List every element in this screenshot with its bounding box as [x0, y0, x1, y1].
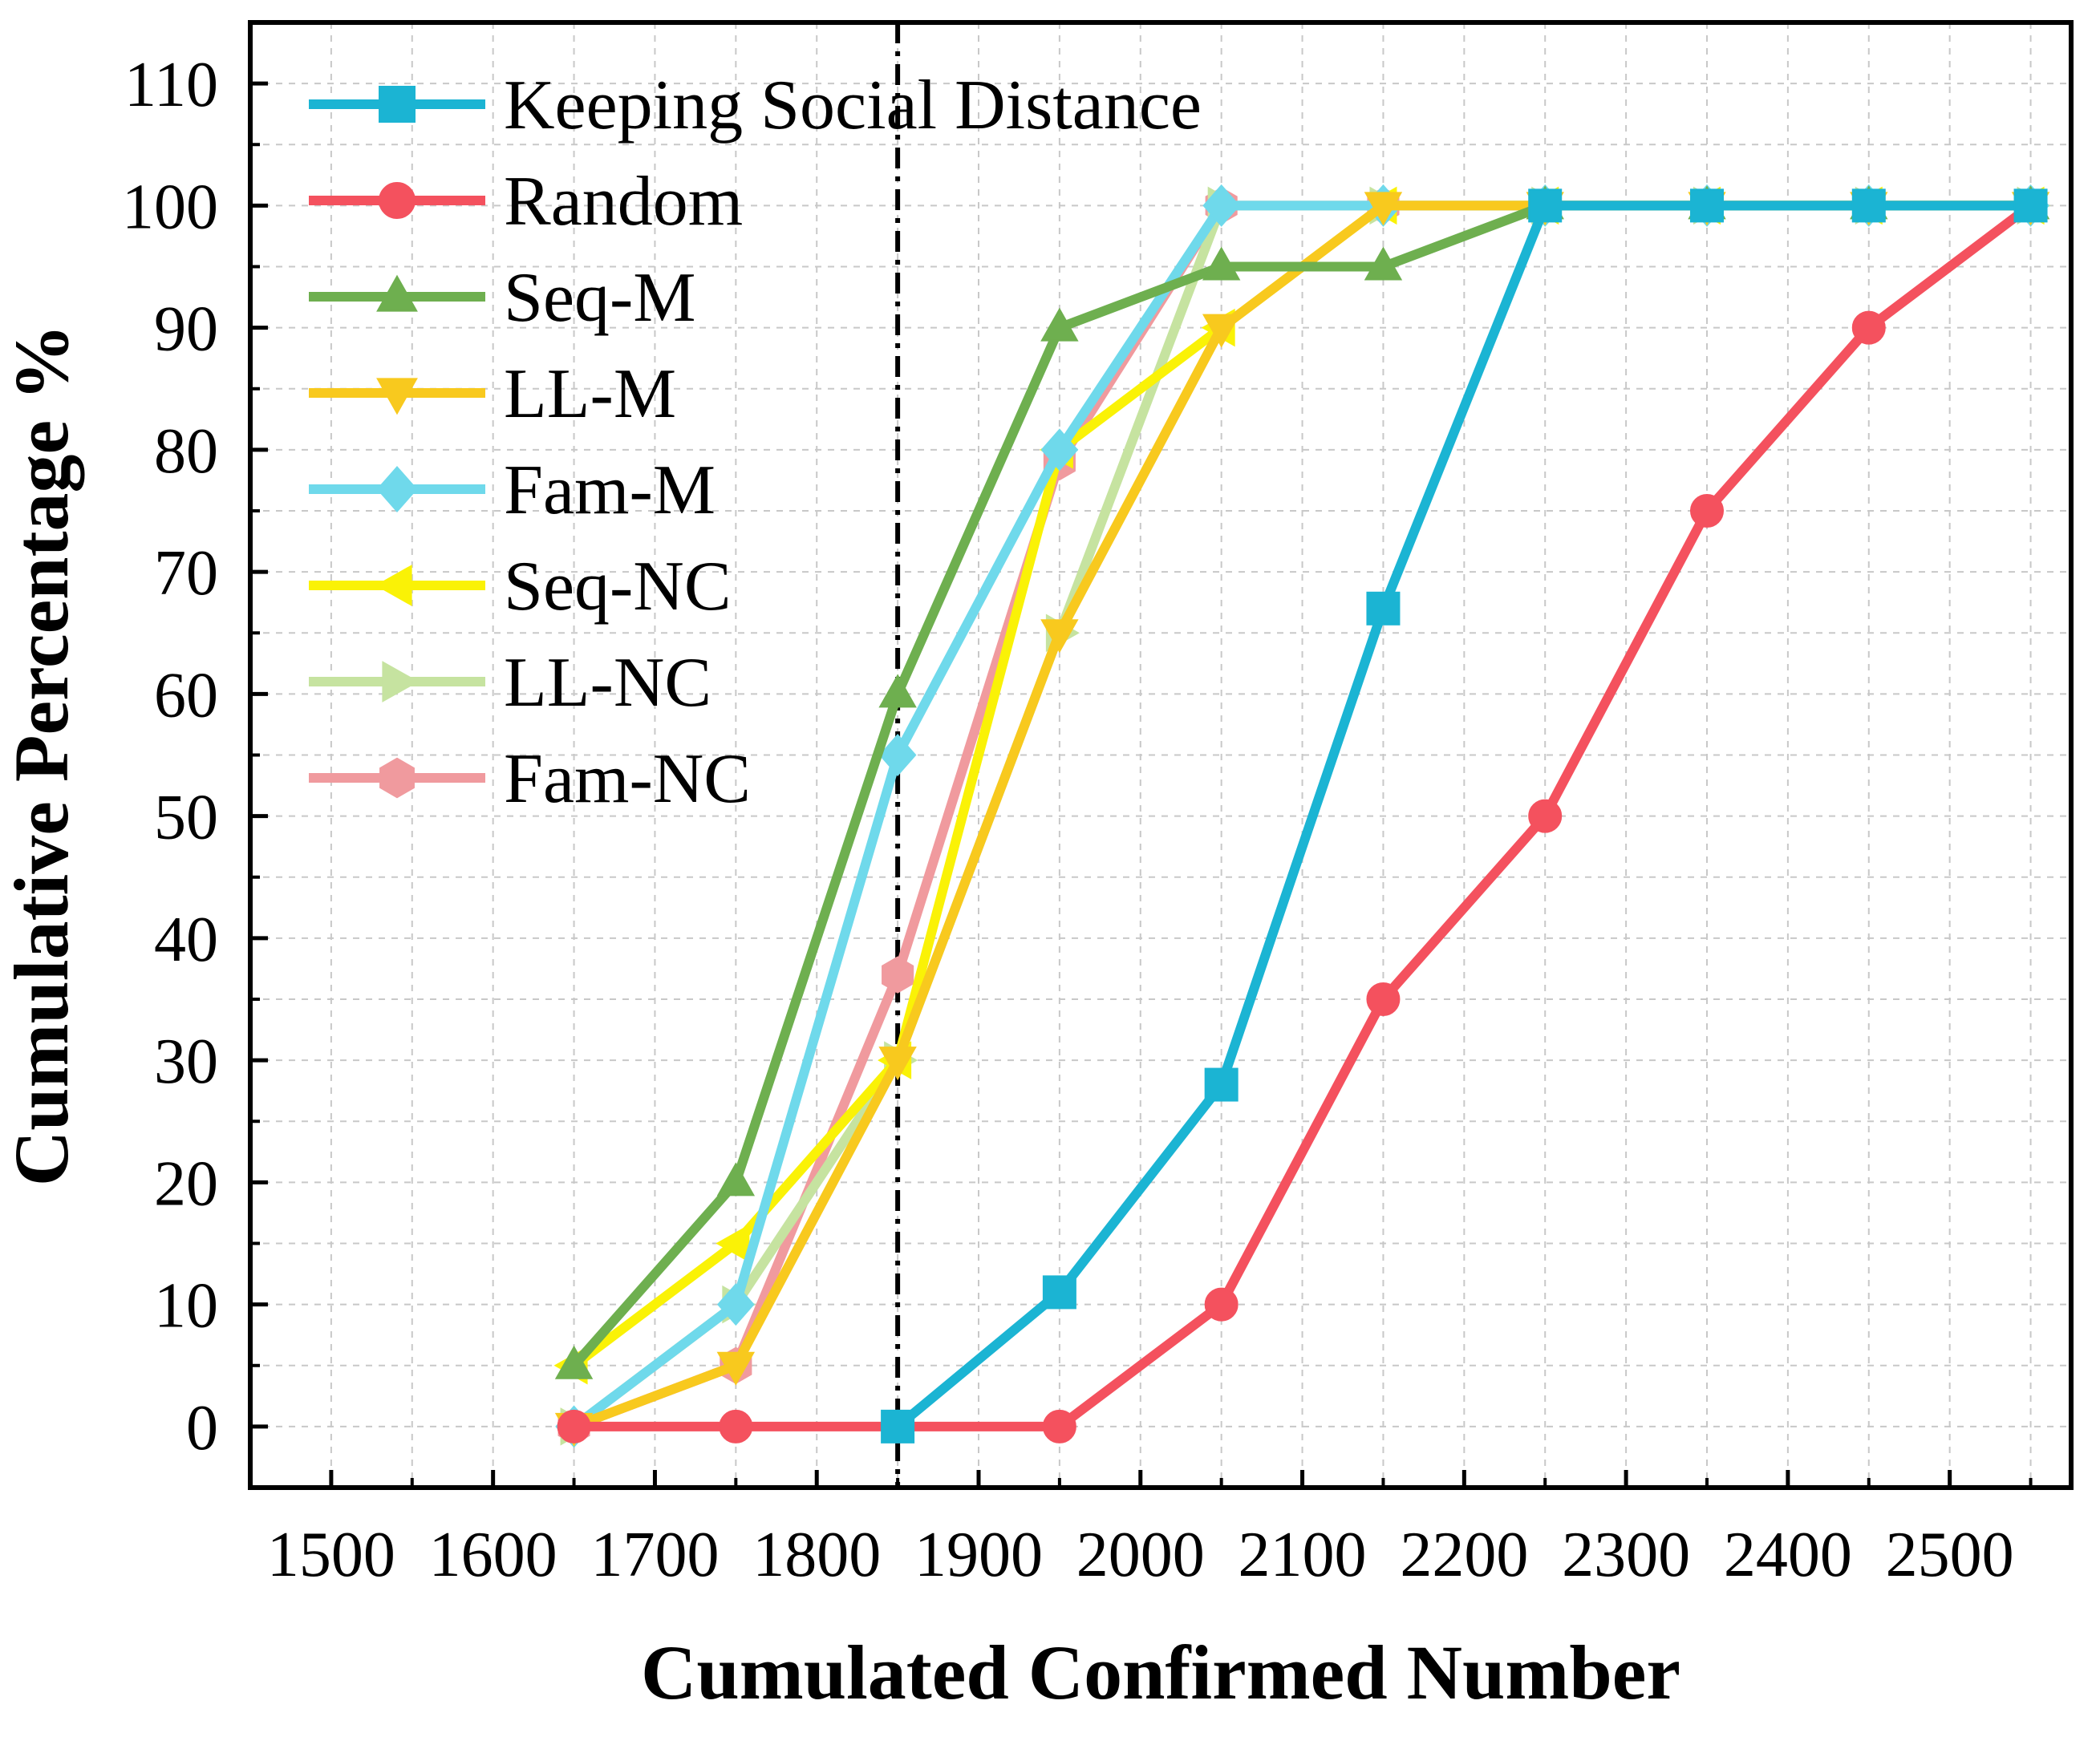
- x-tick-label: 1900: [914, 1520, 1043, 1590]
- legend-marker: [376, 465, 418, 513]
- legend-item: Random: [309, 163, 743, 241]
- data-point: [1528, 188, 1563, 223]
- data-point: [716, 1224, 750, 1263]
- data-point: [878, 674, 917, 708]
- y-tick-label: 20: [154, 1148, 218, 1219]
- data-point: [2013, 188, 2048, 223]
- x-tick-label: 1600: [429, 1520, 557, 1590]
- data-point: [554, 1345, 594, 1379]
- data-point: [1202, 184, 1240, 227]
- x-tick-label: 2500: [1886, 1520, 2014, 1590]
- y-tick-label: 30: [154, 1026, 218, 1097]
- data-point: [1042, 1275, 1076, 1310]
- y-tick-label: 90: [154, 294, 218, 365]
- data-point: [881, 1409, 915, 1443]
- data-point: [716, 1351, 756, 1386]
- data-point: [1690, 188, 1724, 223]
- legend-item: Fam-NC: [309, 740, 751, 818]
- x-tick-label: 1700: [590, 1520, 719, 1590]
- series-layer: [553, 184, 2051, 1448]
- y-tick-label: 80: [154, 416, 218, 487]
- data-point: [1204, 1067, 1239, 1102]
- data-point: [1202, 314, 1241, 348]
- legend-item: Seq-NC: [309, 548, 732, 626]
- data-point: [1040, 307, 1079, 342]
- legend-marker: [379, 757, 415, 799]
- axis-ticks: 1500 1600 1700 1800 1900 2000 2100 2200 2300 2400…: [122, 50, 2033, 1590]
- y-tick-label: 50: [154, 783, 218, 853]
- series-keeping-social-distance: [881, 188, 2048, 1443]
- x-axis-title: Cumulated Confirmed Number: [641, 1630, 1680, 1715]
- data-point: [878, 733, 917, 777]
- legend-marker: [376, 274, 418, 312]
- y-tick-label: 40: [154, 905, 218, 975]
- data-point: [557, 1409, 591, 1443]
- data-point: [1042, 1409, 1076, 1443]
- data-point: [882, 956, 914, 994]
- legend: Keeping Social Distance Random Seq-M LL-M Fa…: [309, 67, 1202, 818]
- legend-label: Keeping Social Distance: [504, 67, 1202, 144]
- data-point: [1366, 982, 1401, 1016]
- x-tick-label: 1500: [267, 1520, 395, 1590]
- y-tick-label: 60: [154, 660, 218, 731]
- data-point: [719, 1409, 753, 1443]
- x-tick-label: 2300: [1562, 1520, 1690, 1590]
- data-point: [878, 1047, 917, 1081]
- y-tick-label: 0: [186, 1393, 218, 1464]
- data-point: [1364, 246, 1403, 281]
- data-point: [1851, 188, 1886, 223]
- data-point: [1040, 428, 1079, 472]
- legend-item: LL-NC: [309, 644, 711, 722]
- legend-label: Fam-NC: [504, 740, 751, 818]
- y-tick-label: 110: [124, 50, 218, 120]
- data-point: [717, 1283, 755, 1326]
- y-tick-label: 100: [122, 172, 218, 242]
- x-tick-label: 2000: [1076, 1520, 1205, 1590]
- data-point: [716, 1162, 756, 1196]
- legend-label: Fam-M: [504, 451, 716, 529]
- data-point: [1202, 246, 1241, 281]
- legend-marker: [375, 565, 412, 606]
- series-line: [574, 201, 2034, 1431]
- data-point: [1366, 591, 1401, 626]
- x-tick-label: 2100: [1239, 1520, 1367, 1590]
- data-point: [1204, 1287, 1239, 1322]
- legend-marker: [379, 182, 416, 219]
- data-point: [1690, 494, 1724, 528]
- series-line: [894, 200, 2031, 1431]
- legend-marker: [382, 661, 420, 702]
- data-point: [1851, 310, 1886, 345]
- legend-marker: [379, 86, 416, 123]
- x-tick-label: 1800: [752, 1520, 881, 1590]
- x-tick-label: 2200: [1400, 1520, 1528, 1590]
- data-point: [1364, 192, 1403, 226]
- legend-item: Fam-M: [309, 451, 716, 529]
- legend-item: LL-M: [309, 355, 676, 433]
- y-tick-label: 10: [154, 1271, 218, 1342]
- y-axis-title: Cumulative Percentage %: [0, 324, 84, 1186]
- data-point: [1040, 619, 1079, 654]
- legend-label: LL-NC: [504, 644, 711, 722]
- x-tick-label: 2400: [1724, 1520, 1852, 1590]
- legend-item: Keeping Social Distance: [309, 67, 1202, 144]
- legend-marker: [376, 378, 418, 415]
- legend-label: LL-M: [504, 355, 676, 433]
- data-point: [1528, 799, 1563, 833]
- legend-label: Seq-NC: [504, 548, 732, 626]
- legend-item: Seq-M: [309, 259, 696, 337]
- legend-label: Seq-M: [504, 259, 696, 337]
- y-tick-label: 70: [154, 538, 218, 609]
- legend-label: Random: [504, 163, 743, 241]
